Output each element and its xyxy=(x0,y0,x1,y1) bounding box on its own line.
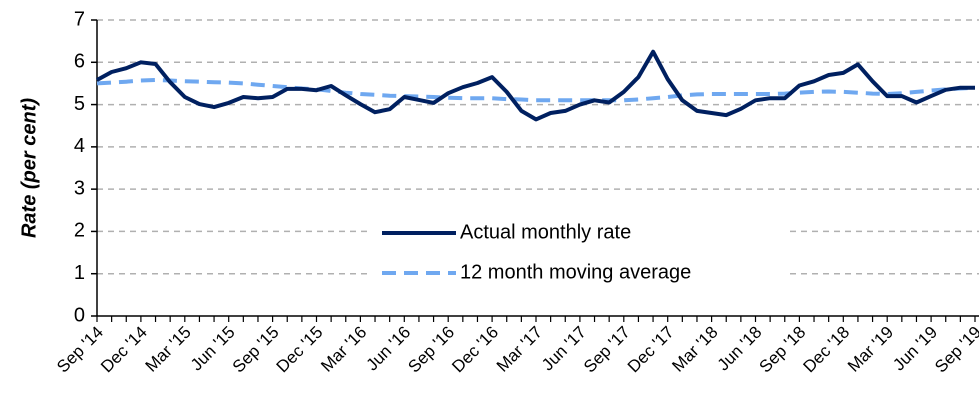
x-tick-label: Dec '18 xyxy=(799,323,853,377)
x-tick-label: Dec '14 xyxy=(97,323,151,377)
legend-label: 12 month moving average xyxy=(460,261,691,283)
series-line xyxy=(96,49,975,122)
x-tick-label: Mar '15 xyxy=(142,323,195,376)
y-tick-label: 1 xyxy=(74,262,85,284)
x-tick-label: Dec '17 xyxy=(624,323,678,377)
x-tick-label: Jun '16 xyxy=(362,323,414,375)
x-tick-label: Mar '19 xyxy=(844,323,897,376)
y-tick-label: 6 xyxy=(74,51,85,73)
x-tick-label: Sep '17 xyxy=(580,323,634,377)
x-tick-label: Sep '18 xyxy=(756,323,810,377)
x-tick-label: Jun '19 xyxy=(889,323,941,375)
x-tick-label: Mar '18 xyxy=(668,323,721,376)
x-tick-label: Sep '14 xyxy=(53,323,107,377)
y-tick-label: 4 xyxy=(74,135,85,157)
y-tick-label: 0 xyxy=(74,304,85,326)
x-tick-label: Sep '19 xyxy=(931,323,979,377)
x-tick-label: Jun '17 xyxy=(538,323,590,375)
series-line xyxy=(96,78,976,103)
y-tick-label: 3 xyxy=(74,177,85,199)
x-tick-label: Mar '17 xyxy=(493,323,546,376)
x-tick-label: Sep '15 xyxy=(229,323,283,377)
x-tick-label: Dec '16 xyxy=(448,323,502,377)
y-tick-label: 7 xyxy=(74,8,85,30)
x-tick-label: Jun '18 xyxy=(714,323,766,375)
x-tick-label: Jun '15 xyxy=(187,323,239,375)
x-tick-label: Sep '16 xyxy=(404,323,458,377)
y-tick-label: 2 xyxy=(74,220,85,242)
y-axis-title: Rate (per cent) xyxy=(18,98,40,238)
y-tick-label: 5 xyxy=(74,93,85,115)
x-tick-label: Dec '15 xyxy=(273,323,327,377)
x-tick-label: Mar '16 xyxy=(317,323,370,376)
legend-box xyxy=(370,210,790,292)
legend-label: Actual monthly rate xyxy=(460,221,631,243)
